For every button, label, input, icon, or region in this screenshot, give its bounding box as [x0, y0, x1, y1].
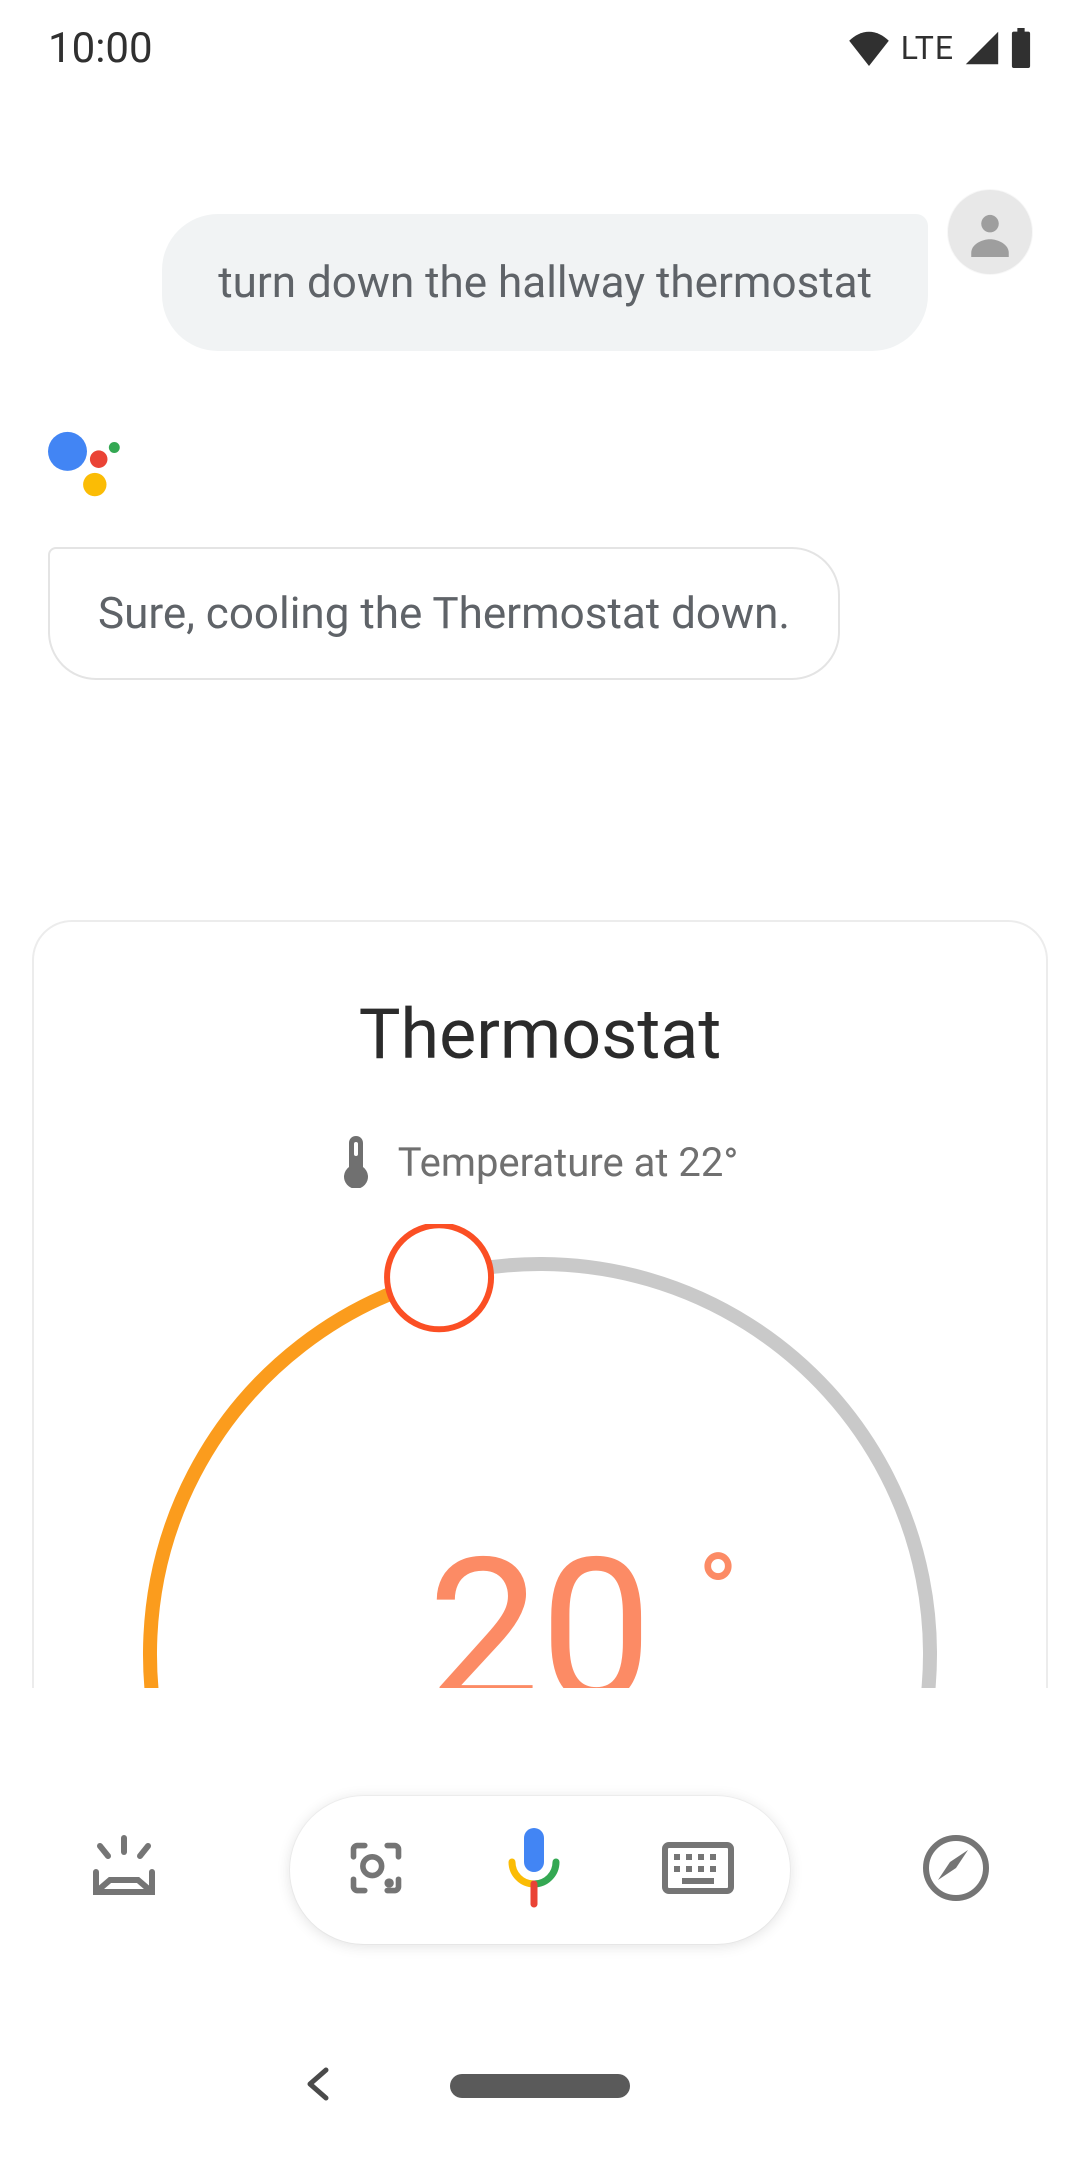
assistant-bubble[interactable]: Sure, cooling the Thermostat down.: [48, 547, 840, 680]
set-temperature-value: 20: [428, 1514, 653, 1688]
thermostat-title: Thermostat: [34, 994, 1046, 1076]
keyboard-icon[interactable]: [662, 1842, 734, 1898]
user-avatar[interactable]: [948, 190, 1032, 274]
degree-symbol: °: [697, 1530, 738, 1659]
user-bubble[interactable]: turn down the hallway thermostat: [162, 214, 928, 351]
assistant-input-pill[interactable]: [290, 1796, 790, 1944]
battery-icon: [1010, 28, 1032, 68]
cell-signal-icon: [964, 30, 1000, 66]
user-message-row: turn down the hallway thermostat: [48, 190, 1032, 351]
thermometer-icon: [342, 1136, 370, 1188]
home-pill[interactable]: [450, 2074, 630, 2098]
user-query-text: turn down the hallway thermostat: [218, 256, 872, 308]
assistant-reply-text: Sure, cooling the Thermostat down.: [98, 587, 790, 639]
assistant-input-bar: [0, 1780, 1080, 1960]
set-temperature-display: 20 °: [140, 1514, 940, 1688]
microphone-icon[interactable]: [504, 1826, 564, 1914]
temperature-status: Temperature at 22°: [34, 1136, 1046, 1188]
wifi-icon: [847, 30, 891, 66]
back-button[interactable]: [300, 2064, 340, 2108]
status-bar: 10:00 LTE: [0, 0, 1080, 96]
status-icons: LTE: [847, 28, 1032, 68]
updates-icon[interactable]: [88, 1832, 160, 1908]
dial-handle[interactable]: [387, 1225, 491, 1329]
status-time: 10:00: [48, 24, 153, 73]
network-label: LTE: [901, 29, 954, 67]
lens-icon[interactable]: [346, 1838, 406, 1902]
thermostat-card: Thermostat Temperature at 22° 20 ° − +: [32, 920, 1048, 1688]
android-nav-bar: [0, 2036, 1080, 2136]
temperature-status-text: Temperature at 22°: [398, 1139, 739, 1186]
temperature-dial[interactable]: 20 °: [140, 1224, 940, 1688]
person-icon: [965, 207, 1015, 257]
conversation-area: turn down the hallway thermostat Sure, c…: [0, 190, 1080, 680]
explore-icon[interactable]: [920, 1832, 992, 1908]
assistant-logo-icon: [48, 431, 1032, 507]
